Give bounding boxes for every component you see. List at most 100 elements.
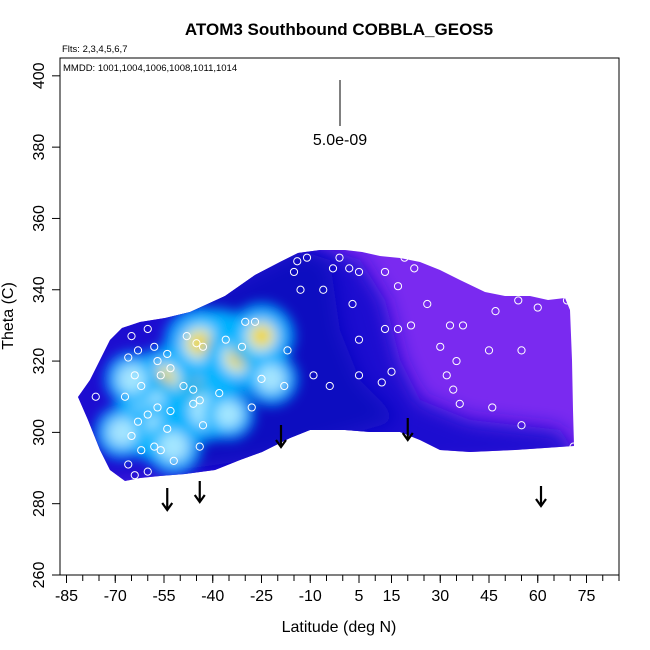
observation-point (380, 267, 390, 277)
observation-point (215, 389, 224, 398)
observation-point (449, 385, 458, 394)
observation-point (237, 342, 247, 351)
observation-point (348, 299, 357, 309)
observation-point (127, 332, 136, 341)
observation-point (319, 285, 328, 294)
observation-point (393, 282, 403, 291)
observation-point (302, 253, 312, 262)
observation-point (309, 371, 318, 380)
observation-point (400, 253, 409, 262)
mmdd-label: MMDD: 1001,1004,1006,1008,1011,1014 (63, 63, 237, 74)
y-tick-label: 380 (31, 134, 48, 161)
field-cell-high (249, 324, 274, 348)
observation-point (195, 396, 204, 405)
observation-point (150, 442, 159, 451)
y-tick-label: 280 (31, 490, 48, 517)
observation-point (153, 403, 162, 412)
observation-point (458, 321, 468, 330)
arrow-head (535, 498, 547, 508)
observation-point (445, 321, 455, 330)
field-cell-light (256, 364, 286, 394)
y-axis-label: Theta (C) (0, 282, 17, 350)
field-cell-light (158, 431, 189, 462)
observation-point (345, 264, 354, 273)
observation-point (410, 264, 419, 273)
arrow-head (193, 494, 206, 504)
y-axis: 260 280 300 320 340 360 380 400 (31, 62, 60, 588)
y-tick-label: 400 (31, 62, 48, 89)
observation-point (423, 299, 432, 309)
observation-point (517, 421, 526, 430)
x-tick-label: -70 (104, 588, 127, 605)
observation-point (163, 349, 172, 359)
arrow-head (401, 432, 414, 442)
observation-point (517, 346, 526, 355)
y-tick-label: 340 (31, 276, 48, 303)
observation-point (143, 324, 152, 334)
observation-point (198, 421, 208, 430)
x-tick-label: 15 (383, 588, 401, 605)
tropopause-arrow (401, 418, 414, 442)
observation-point (569, 442, 578, 451)
observation-point (354, 371, 364, 380)
chart-title: ATOM3 Southbound COBBLA_GEOS5 (185, 20, 493, 39)
field-cell-light (107, 417, 137, 447)
observation-point (514, 296, 523, 305)
x-axis: -85 -70 -55 -40 -25 -10 5 15 30 45 60 75 (55, 575, 620, 605)
flights-label: Flts: 2,3,4,5,6,7 (62, 44, 127, 55)
observation-point (533, 303, 542, 312)
observation-point (156, 371, 165, 380)
observation-point (124, 353, 133, 362)
observation-point (195, 442, 204, 451)
observation-point (442, 371, 451, 380)
x-tick-label: 30 (431, 588, 449, 605)
x-tick-label: -85 (55, 588, 78, 605)
observation-point (137, 381, 146, 391)
observation-point (166, 364, 175, 373)
y-tick-label: 360 (31, 205, 48, 232)
observation-point (127, 431, 136, 441)
observation-point (257, 374, 266, 383)
observation-point (328, 264, 338, 273)
x-tick-label: 75 (578, 588, 596, 605)
observation-point (354, 335, 364, 344)
x-tick-label: -40 (201, 588, 224, 605)
x-tick-label: 60 (529, 588, 547, 605)
observation-point (293, 257, 302, 266)
observation-point (296, 285, 305, 294)
x-tick-label: -55 (152, 588, 175, 605)
plot-frame (59, 57, 620, 576)
observation-point (335, 253, 344, 262)
observation-point (387, 367, 396, 376)
observation-point (163, 424, 172, 433)
observation-point (150, 342, 159, 351)
observation-point (91, 392, 100, 401)
observation-point (488, 403, 497, 412)
observation-point (283, 346, 292, 355)
y-tick-label: 300 (31, 419, 48, 446)
observation-point (120, 392, 130, 401)
field-layer (78, 250, 578, 481)
x-tick-label: 45 (480, 588, 498, 605)
observation-point (377, 378, 386, 387)
observation-point (406, 321, 416, 330)
observation-point (133, 417, 143, 426)
observation-point (241, 317, 250, 326)
observation-point (192, 339, 201, 348)
observation-point (179, 381, 188, 391)
observation-point (156, 446, 165, 455)
observation-point (124, 460, 133, 469)
observation-point (325, 381, 334, 391)
x-tick-label: -10 (299, 588, 322, 605)
x-tick-label: -25 (250, 588, 273, 605)
observation-point (143, 467, 152, 476)
arrow-head (275, 439, 287, 449)
y-tick-label: 260 (31, 562, 48, 589)
scale-bar-label: 5.0e-09 (313, 132, 367, 149)
x-tick-label: 5 (355, 588, 364, 605)
observation-point (189, 399, 198, 408)
observation-point (247, 403, 256, 412)
field-cell-light (215, 400, 243, 429)
observation-point (455, 399, 464, 408)
